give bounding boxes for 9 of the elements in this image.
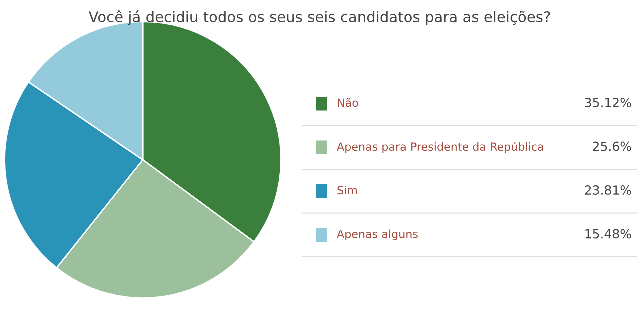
legend-label: Apenas para Presidente da República <box>337 142 544 154</box>
data-label: 35.12% <box>585 98 632 108</box>
legend-label: Sim <box>338 186 358 195</box>
legend-label: Apenas alguns <box>337 230 418 240</box>
data-label: 15.48% <box>586 229 632 239</box>
chart-title: Você já decidiu todos os seus seis candidatos para as eleições? <box>88 10 550 26</box>
data-label: 25.6% <box>593 142 632 152</box>
legend-label: Não <box>338 98 358 108</box>
data-label: 23.81% <box>585 186 632 195</box>
